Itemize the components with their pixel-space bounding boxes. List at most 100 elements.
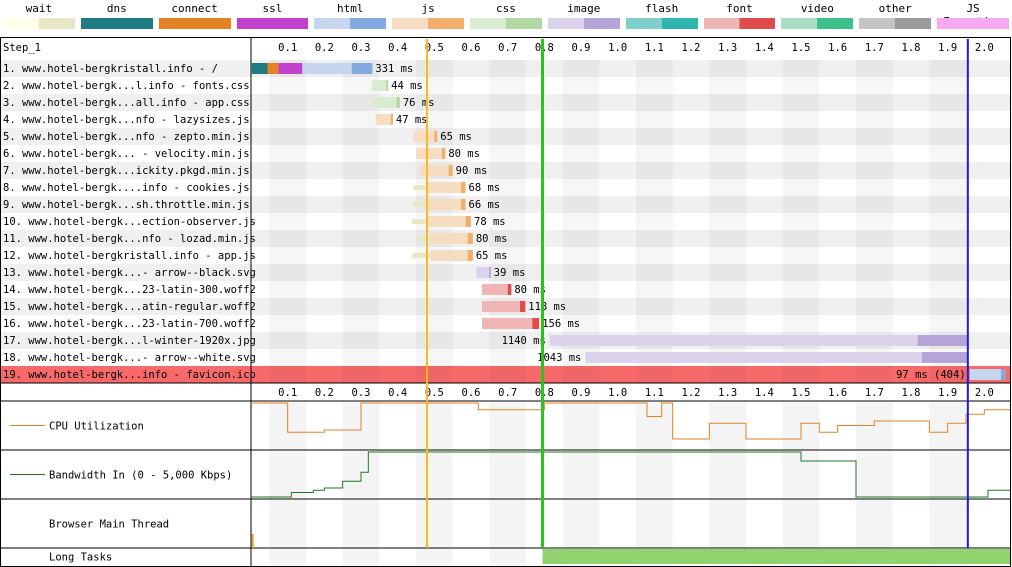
request-duration: 39 ms — [494, 267, 526, 279]
tick-label: 0.8 — [535, 42, 554, 54]
request-bar-ttfb — [427, 216, 471, 227]
panel-tick-band — [636, 451, 673, 499]
tick-label: 0.2 — [315, 42, 334, 54]
legend-swatch — [781, 18, 854, 29]
panel-tick-band — [489, 500, 526, 548]
panel-tick-band — [856, 451, 893, 499]
tick-band — [709, 60, 746, 383]
legend-item-other: other — [856, 0, 934, 32]
request-bar-download — [434, 131, 438, 142]
legend-swatch — [80, 18, 153, 29]
request-label: 3. www.hotel-bergk...all.info - app.css — [3, 97, 250, 109]
tick-label: 1.5 — [792, 387, 811, 399]
tick-band — [856, 60, 893, 383]
row-background — [1, 366, 1010, 383]
tick-label: 0.2 — [315, 387, 334, 399]
row-background — [1, 77, 1010, 94]
panel-tick-band — [636, 500, 673, 548]
tick-label: 0.6 — [462, 42, 481, 54]
panel-tick-band — [929, 451, 966, 499]
tick-label: 1.7 — [865, 42, 884, 54]
request-bar-ttfb — [476, 267, 491, 278]
legend-swatch — [625, 18, 698, 29]
panel-tick-band — [416, 549, 453, 565]
request-label: 4. www.hotel-bergk...nfo - lazysizes.js — [3, 114, 250, 126]
request-bar-ttfb — [372, 80, 389, 91]
tick-label: 1.6 — [828, 42, 847, 54]
request-bar-ttfb — [302, 63, 373, 74]
request-bar-download — [386, 80, 389, 91]
legend: wait dns connect ssl html js css image flash font… — [0, 0, 1012, 32]
request-bar-ttfb — [430, 233, 473, 244]
tick-label: 0.8 — [535, 387, 554, 399]
tick-band — [563, 60, 600, 383]
panel-label: Browser Main Thread — [49, 519, 169, 531]
request-label: 2. www.hotel-bergk...l.info - fonts.css — [3, 80, 250, 92]
request-bar-ttfb — [482, 318, 540, 329]
legend-item-flash: flash — [623, 0, 701, 32]
request-duration: 47 ms — [396, 114, 428, 126]
tick-label: 0.3 — [352, 42, 371, 54]
legend-label: image — [567, 2, 601, 15]
legend-swatch — [236, 18, 309, 29]
request-bar-ttfb — [969, 369, 1006, 380]
main-thread-blip — [251, 534, 254, 548]
wait-bar — [413, 185, 427, 190]
request-duration: 331 ms — [375, 63, 413, 75]
tick-label: 0.9 — [572, 42, 591, 54]
request-bar-ttfb — [427, 182, 466, 193]
tick-label: 1.8 — [902, 42, 921, 54]
legend-item-ssl: ssl — [234, 0, 312, 32]
legend-item-font: font — [701, 0, 779, 32]
request-bar-ttfb — [482, 301, 526, 312]
request-label: 9. www.hotel-bergk...sh.throttle.min.js — [3, 199, 250, 211]
panel-tick-band — [562, 500, 600, 548]
legend-label: font — [726, 2, 753, 15]
request-label: 15. www.hotel-bergk...atin-regular.woff2 — [3, 301, 256, 313]
panel-tick-band — [269, 500, 306, 548]
panel-tick-band — [416, 402, 453, 450]
panel-tick-band — [709, 500, 746, 548]
tick-band — [929, 60, 966, 383]
request-duration: 118 ms — [528, 301, 566, 313]
legend-swatch — [547, 18, 620, 29]
row-background — [1, 230, 1010, 247]
legend-item-js-execution: JS Execution — [934, 0, 1012, 32]
request-duration: 1140 ms — [502, 335, 546, 347]
legend-label: dns — [106, 2, 127, 15]
panel-tick-band — [929, 500, 966, 548]
request-bar-download — [489, 267, 491, 278]
panel-tick-band — [269, 451, 306, 499]
tick-label: 0.1 — [278, 42, 297, 54]
request-bar-ttfb — [375, 114, 393, 125]
tick-label: 0.9 — [572, 387, 591, 399]
request-bar-download — [1000, 369, 1006, 380]
request-label: 10. www.hotel-bergk...ection-observer.js — [3, 216, 256, 228]
legend-swatch — [314, 18, 387, 29]
tick-label: 1.5 — [792, 42, 811, 54]
row-background — [1, 111, 1010, 128]
row-background — [1, 162, 1010, 179]
request-duration: 65 ms — [476, 250, 508, 262]
tick-label: 0.6 — [462, 387, 481, 399]
request-label: 13. www.hotel-bergk...- arrow--black.svg — [3, 267, 256, 279]
request-duration: 65 ms — [440, 131, 472, 143]
request-duration: 1043 ms — [537, 352, 581, 364]
tick-band — [636, 60, 673, 383]
request-bar-download — [467, 233, 473, 244]
request-label: 5. www.hotel-bergk...nfo - zepto.min.js — [3, 131, 250, 143]
request-label: 6. www.hotel-bergk... - velocity.min.js — [3, 148, 250, 160]
panel-tick-band — [562, 451, 600, 499]
panel-label: Bandwidth In (0 - 5,000 Kbps) — [49, 470, 232, 482]
legend-label: js — [421, 2, 435, 15]
row-background — [1, 196, 1010, 213]
panel-tick-band — [709, 402, 746, 450]
request-duration: 68 ms — [469, 182, 501, 194]
legend-label: ssl — [262, 2, 283, 15]
request-label: 12. www.hotel-bergkristall.info - app.js — [3, 250, 256, 262]
tick-label: 1.4 — [755, 387, 774, 399]
legend-item-image: image — [545, 0, 623, 32]
request-duration: 97 ms (404) — [896, 369, 966, 381]
request-duration: 80 ms — [476, 233, 508, 245]
